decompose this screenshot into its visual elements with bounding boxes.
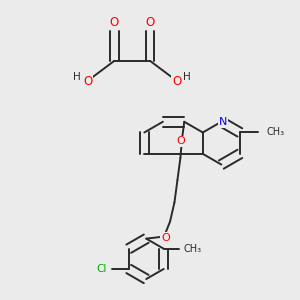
Text: Cl: Cl — [97, 264, 107, 274]
Text: O: O — [83, 75, 92, 88]
Text: CH₃: CH₃ — [184, 244, 202, 254]
Text: O: O — [161, 233, 170, 243]
Text: O: O — [176, 136, 185, 146]
Text: O: O — [110, 16, 119, 29]
Text: O: O — [146, 16, 154, 29]
Text: CH₃: CH₃ — [266, 128, 284, 137]
Text: N: N — [219, 117, 227, 127]
Text: H: H — [73, 72, 81, 82]
Text: H: H — [183, 72, 191, 82]
Text: O: O — [172, 75, 182, 88]
